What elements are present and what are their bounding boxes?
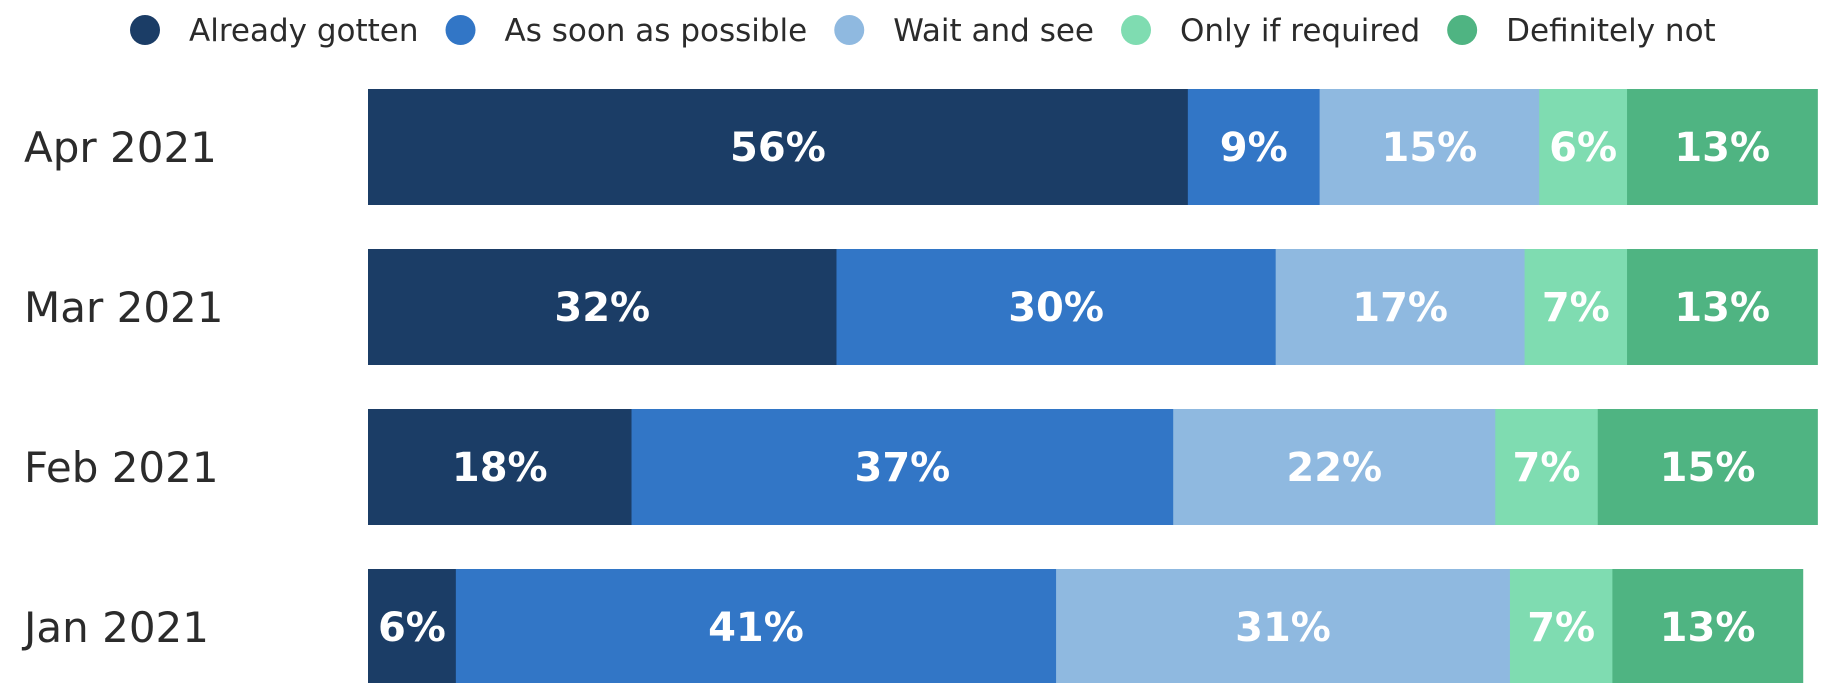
- bar-row: 18% 37% 22% 7% 15%: [368, 409, 1818, 525]
- bars: 56% 9% 15% 6% 13% 32% 30% 17% 7% 13% 18% 37% 22% 7% 15…: [368, 89, 1818, 683]
- bar-segment: [631, 409, 1174, 525]
- bar-segment: [1319, 89, 1540, 205]
- data-label: 15%: [1382, 125, 1478, 171]
- legend-label: Wait and see: [893, 13, 1094, 49]
- bar-segment: [368, 249, 837, 365]
- bar-segment: [1627, 89, 1818, 205]
- legend: Already gotten As soon as possible Wait an…: [130, 13, 1716, 49]
- legend-item: Definitely not: [1447, 13, 1716, 49]
- category-label: Apr 2021: [24, 123, 217, 172]
- bar-segment: [836, 249, 1277, 365]
- bar-segment: [1173, 409, 1496, 525]
- data-label: 56%: [730, 125, 826, 171]
- data-label: 31%: [1235, 605, 1331, 651]
- legend-label: Only if required: [1180, 13, 1420, 49]
- data-label: 22%: [1286, 445, 1382, 491]
- data-label: 7%: [1527, 605, 1595, 651]
- data-label: 6%: [1549, 125, 1617, 171]
- bar-segment: [1524, 249, 1628, 365]
- legend-label: Already gotten: [189, 13, 419, 49]
- legend-swatch: [130, 15, 160, 45]
- data-label: 9%: [1220, 125, 1288, 171]
- data-label: 30%: [1008, 285, 1104, 331]
- bar-segment: [1627, 249, 1818, 365]
- data-label: 13%: [1660, 605, 1756, 651]
- data-label: 7%: [1542, 285, 1610, 331]
- data-label: 13%: [1674, 125, 1770, 171]
- data-label: 7%: [1513, 445, 1581, 491]
- bar-segment: [1509, 569, 1613, 683]
- legend-item: Wait and see: [834, 13, 1094, 49]
- bar-row: 6% 41% 31% 7% 13%: [368, 569, 1804, 683]
- legend-swatch: [834, 15, 865, 45]
- bar-segment: [1612, 569, 1804, 683]
- bar-segment: [455, 569, 1057, 683]
- bar-segment: [1056, 569, 1511, 683]
- legend-swatch: [1121, 15, 1152, 45]
- category-labels: Apr 2021 Mar 2021 Feb 2021 Jan 2021: [21, 123, 223, 652]
- data-label: 37%: [854, 445, 950, 491]
- bar-segment: [1597, 409, 1818, 525]
- data-label: 32%: [554, 285, 650, 331]
- bar-segment: [368, 569, 457, 683]
- data-label: 6%: [378, 605, 446, 651]
- bar-segment: [368, 89, 1189, 205]
- category-label: Feb 2021: [24, 443, 219, 492]
- legend-item: Already gotten: [130, 13, 419, 49]
- bar-row: 32% 30% 17% 7% 13%: [368, 249, 1818, 365]
- data-label: 15%: [1660, 445, 1756, 491]
- legend-swatch: [1447, 15, 1478, 45]
- bar-segment: [1539, 89, 1628, 205]
- data-label: 18%: [452, 445, 548, 491]
- bar-segment: [1495, 409, 1599, 525]
- bar-segment: [1275, 249, 1526, 365]
- category-label: Jan 2021: [21, 603, 209, 652]
- data-label: 41%: [708, 605, 804, 651]
- category-label: Mar 2021: [24, 283, 223, 332]
- legend-label: As soon as possible: [505, 13, 808, 49]
- bar-row: 56% 9% 15% 6% 13%: [368, 89, 1818, 205]
- data-label: 13%: [1674, 285, 1770, 331]
- legend-item: Only if required: [1121, 13, 1420, 49]
- data-label: 17%: [1352, 285, 1448, 331]
- legend-swatch: [445, 15, 476, 45]
- bar-segment: [1187, 89, 1321, 205]
- bar-segment: [368, 409, 633, 525]
- legend-label: Definitely not: [1506, 13, 1716, 49]
- legend-item: As soon as possible: [445, 13, 808, 49]
